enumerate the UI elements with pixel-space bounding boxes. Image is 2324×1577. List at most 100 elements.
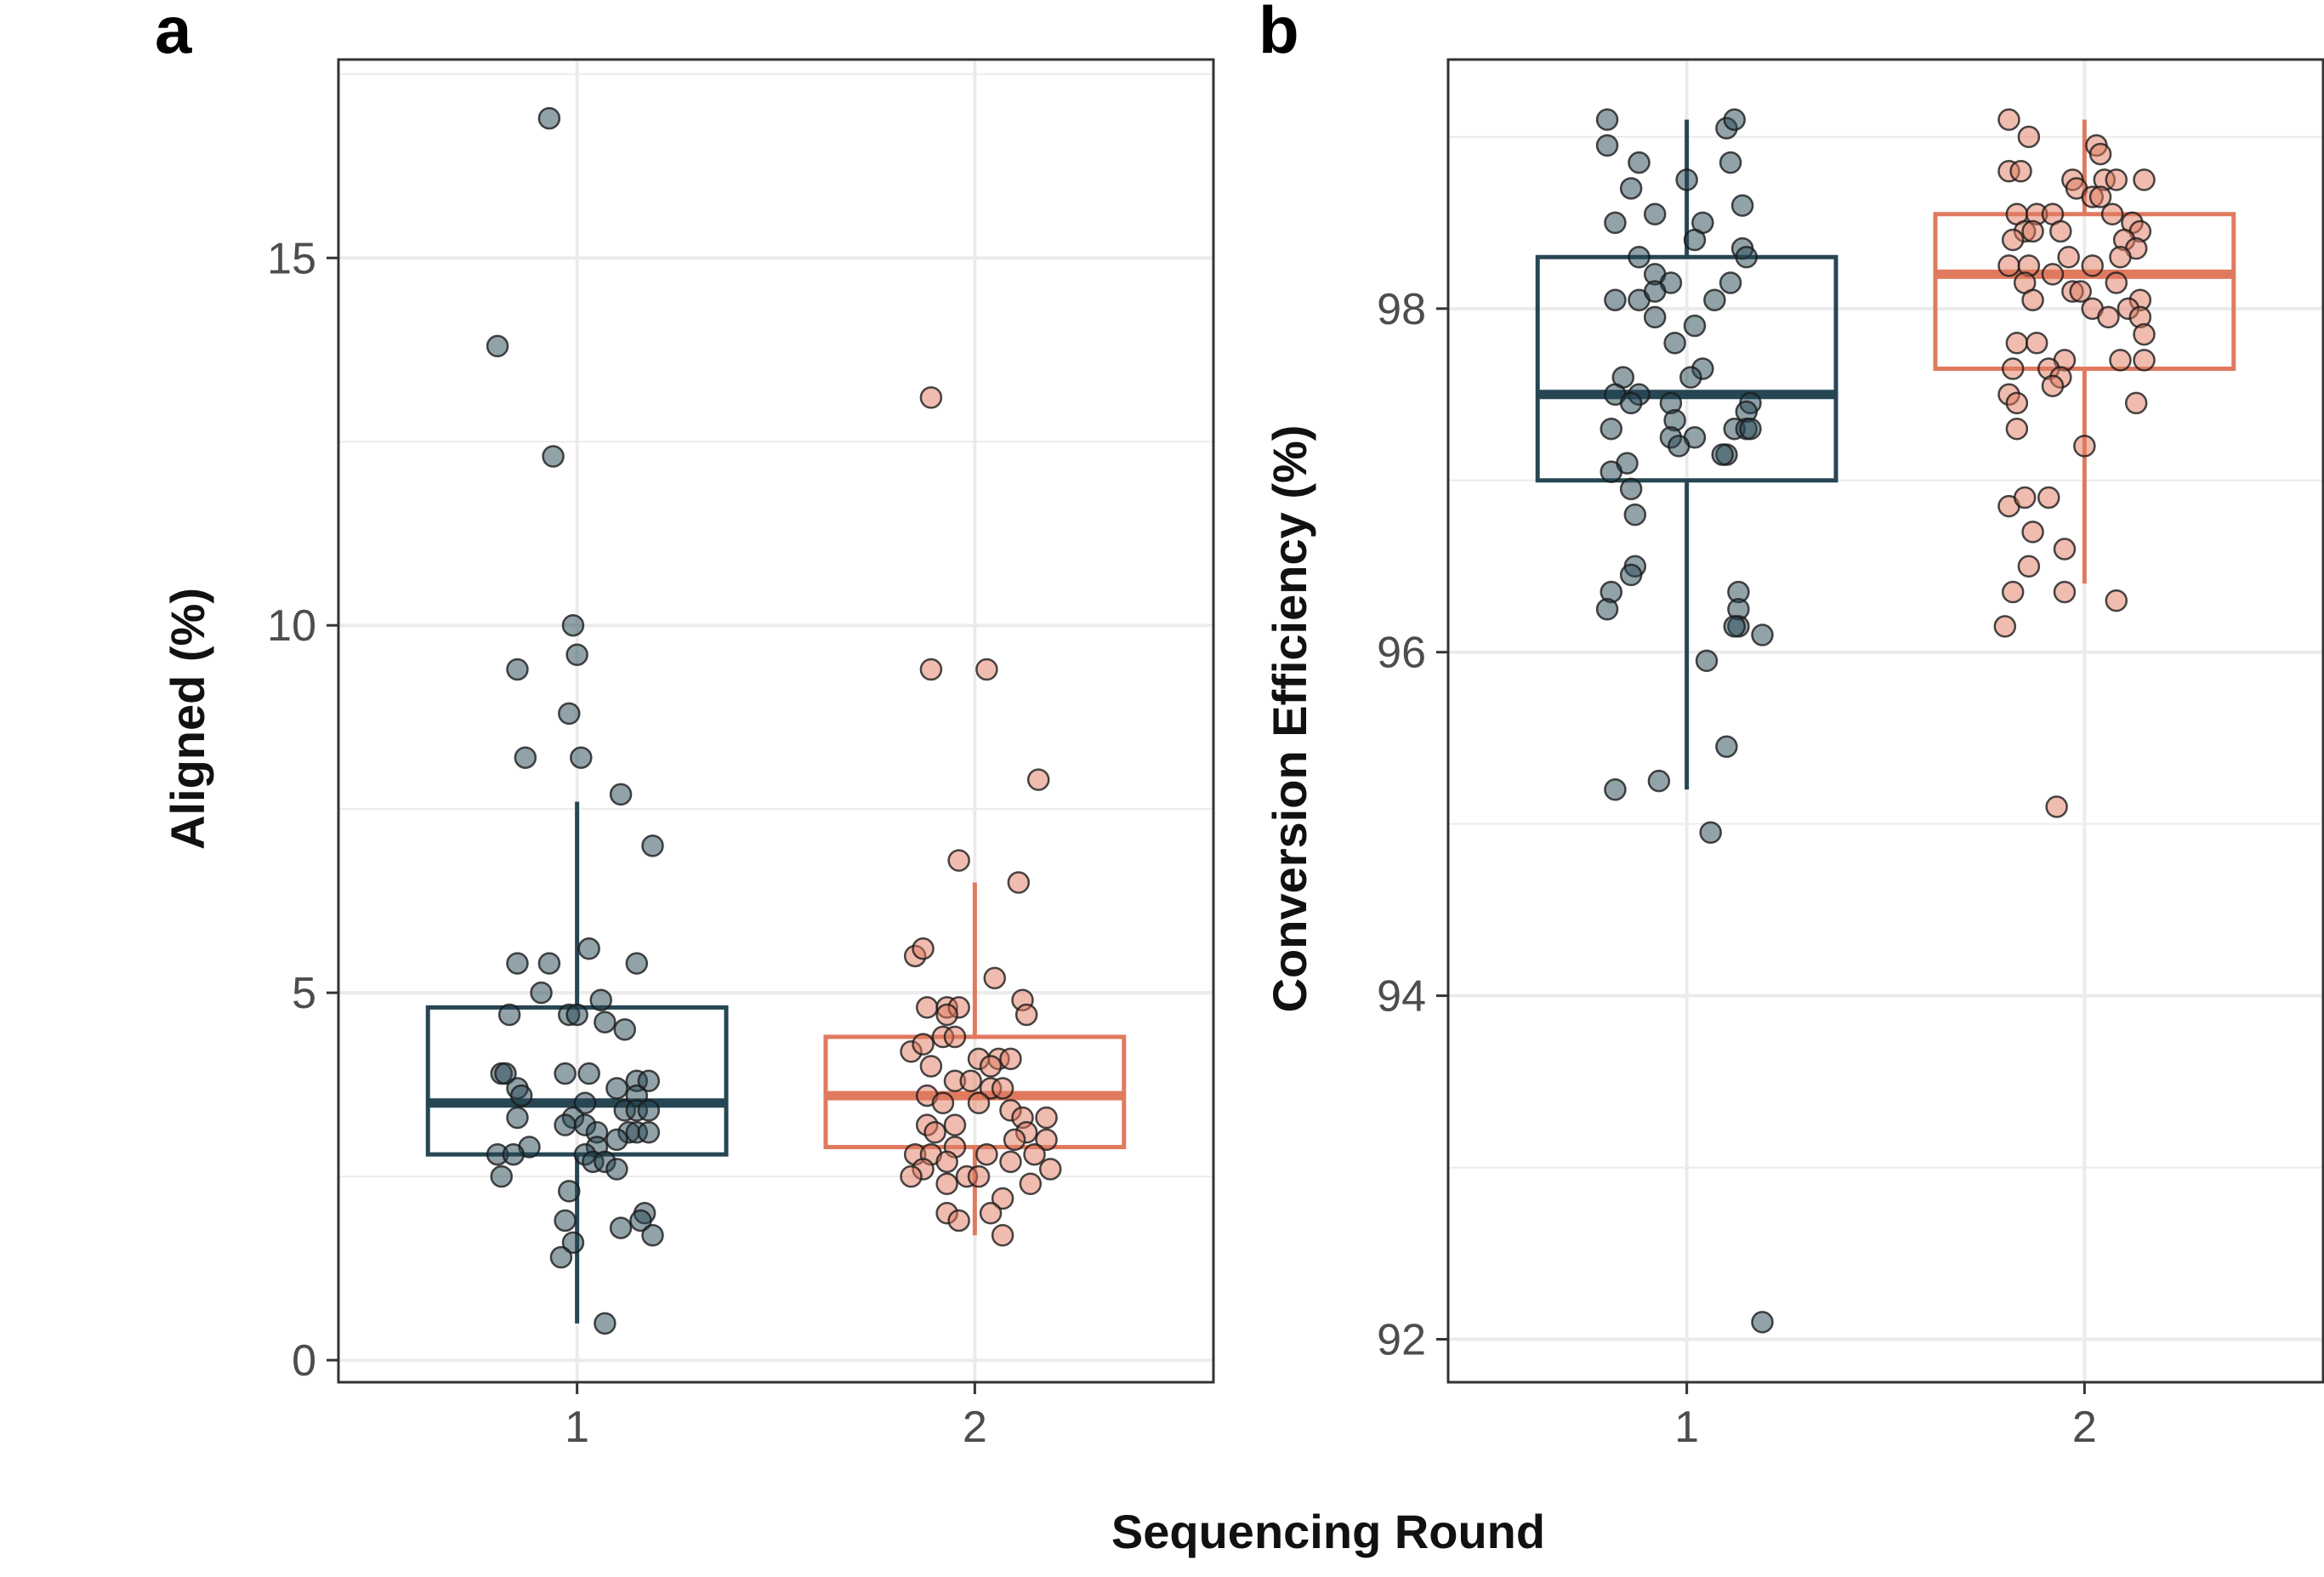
panel-a-data-point bbox=[558, 702, 581, 726]
panel-a-frame bbox=[337, 58, 1215, 1384]
panel-a-data-point bbox=[912, 1033, 935, 1056]
panel-b-data-point bbox=[2109, 245, 2132, 269]
panel-a-data-point bbox=[991, 1223, 1014, 1247]
panel-a-data-point bbox=[991, 1187, 1014, 1210]
panel-a-data-point bbox=[605, 1158, 628, 1181]
panel-b-data-point bbox=[2105, 271, 2128, 294]
panel-a-data-point bbox=[554, 1113, 577, 1136]
panel-b-data-point bbox=[2017, 555, 2041, 578]
panel-b-data-point bbox=[1619, 391, 1643, 415]
panel-a-data-point bbox=[975, 658, 998, 681]
panel-b-data-point bbox=[2041, 263, 2065, 286]
panel-a-data-point bbox=[554, 1209, 577, 1233]
panel-a-data-point bbox=[565, 1003, 588, 1027]
panel-a-data-point bbox=[589, 988, 612, 1012]
panel-a-data-point bbox=[641, 834, 664, 857]
panel-a-data-point bbox=[919, 658, 943, 681]
panel-a-data-point bbox=[561, 1231, 585, 1255]
panel-a-data-point bbox=[613, 1018, 637, 1041]
panel-a-data-point bbox=[935, 1150, 958, 1174]
panel-b-data-point bbox=[1699, 821, 1722, 845]
panel-b-y-tick-label: 98 bbox=[1377, 285, 1426, 334]
panel-a-data-point bbox=[490, 1164, 514, 1188]
panel-b-data-point bbox=[2045, 795, 2068, 818]
panel-a-data-point bbox=[605, 1128, 628, 1152]
panel-a-data-point bbox=[1014, 1003, 1038, 1027]
panel-b-data-point bbox=[1683, 314, 1707, 338]
panel-b-data-point bbox=[1668, 435, 1690, 458]
panel-b-data-point bbox=[1600, 460, 1623, 483]
panel-b-data-point bbox=[2041, 374, 2065, 397]
panel-a-data-point bbox=[923, 1121, 946, 1144]
panel-a-data-point bbox=[1026, 768, 1050, 791]
panel-a-data-point bbox=[542, 445, 565, 468]
panel-b-data-point bbox=[2105, 589, 2128, 612]
panel-b-data-point bbox=[2001, 357, 2025, 380]
panel-b-data-point bbox=[1628, 151, 1651, 174]
panel-a-data-point bbox=[549, 1245, 573, 1269]
panel-a-data-point bbox=[573, 1091, 597, 1114]
panel-a-data-point bbox=[1038, 1158, 1062, 1181]
panel-b-data-point bbox=[1719, 271, 1742, 294]
panel-a-data-point bbox=[509, 1084, 533, 1107]
panel-a-chart: 0 5 10 15 1 2 bbox=[267, 58, 1215, 1452]
panel-a-data-point bbox=[1003, 1128, 1026, 1152]
panel-a-data-point bbox=[609, 1216, 633, 1239]
panel-b-y-tick-label: 94 bbox=[1377, 972, 1426, 1022]
panel-b-data-point bbox=[2009, 160, 2032, 183]
panel-b-data-point bbox=[1715, 735, 1738, 759]
panel-a-y-tick-label: 5 bbox=[292, 969, 316, 1018]
panel-a-data-point bbox=[486, 334, 509, 358]
panel-b-data-point bbox=[1711, 443, 1734, 466]
panel-b-y-tick-label: 92 bbox=[1377, 1316, 1426, 1365]
panel-b-data-point bbox=[2053, 538, 2077, 561]
panel-a-data-point bbox=[1035, 1106, 1058, 1130]
panel-a-data-point bbox=[497, 1003, 521, 1027]
panel-b-data-point bbox=[1675, 168, 1698, 191]
panel-b-data-point bbox=[2088, 185, 2112, 208]
x-axis-title: Sequencing Round bbox=[1111, 1505, 1545, 1558]
panel-a-data-point bbox=[506, 658, 529, 681]
panel-a-data-point bbox=[561, 613, 585, 637]
panel-b-data-point bbox=[2005, 417, 2029, 441]
panel-b-data-point bbox=[1619, 563, 1643, 587]
panel-b-data-point bbox=[1604, 288, 1627, 311]
panel-a-data-point bbox=[530, 981, 553, 1005]
panel-a-data-point bbox=[605, 1077, 628, 1100]
panel-a-letter: a bbox=[155, 0, 192, 67]
panel-b-data-point bbox=[2037, 486, 2060, 510]
panel-b-data-point bbox=[2021, 219, 2044, 243]
panel-a-data-point bbox=[514, 746, 537, 769]
panel-b-data-point bbox=[1679, 366, 1702, 389]
panel-a-data-point bbox=[1035, 1128, 1058, 1152]
panel-a-data-point bbox=[915, 996, 939, 1019]
panel-a-data-point bbox=[1019, 1172, 1043, 1195]
panel-a-data-point bbox=[983, 966, 1006, 990]
panel-a-data-point bbox=[637, 1121, 661, 1144]
panel-a-data-point bbox=[975, 1142, 998, 1166]
panel-a-data-point bbox=[979, 1055, 1003, 1078]
panel-a-data-point bbox=[1007, 871, 1031, 894]
panel-b-data-point bbox=[1683, 228, 1707, 252]
panel-a-data-point bbox=[594, 1011, 617, 1033]
panel-b-data-point bbox=[2088, 142, 2112, 166]
panel-a-data-point bbox=[919, 386, 943, 409]
panel-b-data-point bbox=[2105, 168, 2128, 191]
panel-a-data-point bbox=[979, 1202, 1003, 1225]
panel-a-data-point bbox=[494, 1062, 517, 1085]
panel-b-x-tick-label: 2 bbox=[2072, 1403, 2097, 1452]
panel-a-data-point bbox=[506, 952, 529, 975]
panel-a-data-point bbox=[935, 1003, 958, 1027]
panel-a-data-point bbox=[999, 1150, 1022, 1174]
panel-b-data-point bbox=[1604, 778, 1627, 801]
panel-b-data-point bbox=[1604, 211, 1627, 235]
panel-a-data-point bbox=[565, 643, 588, 666]
panel-a-data-point bbox=[967, 1164, 991, 1188]
panel-b-data-point bbox=[2073, 435, 2096, 458]
panel-b-data-point bbox=[1595, 108, 1619, 131]
panel-a-data-point bbox=[641, 1223, 664, 1247]
panel-a-data-point bbox=[931, 1091, 955, 1114]
panel-b-data-point bbox=[1643, 305, 1667, 329]
panel-a-data-point bbox=[947, 1209, 970, 1233]
